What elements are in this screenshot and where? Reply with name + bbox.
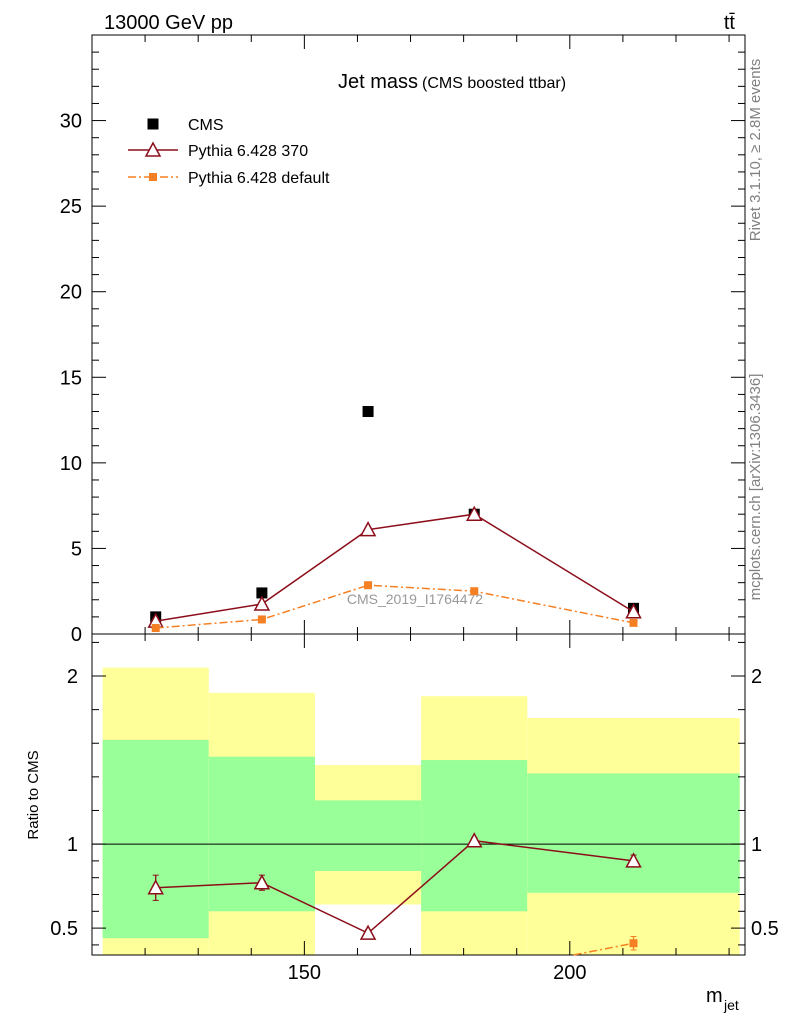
mcplots-label: mcplots.cern.ch [arXiv:1306.3436] — [747, 374, 764, 601]
analysis-watermark: CMS_2019_I1764472 — [347, 591, 483, 607]
ratio-y-tick-label: 1 — [67, 834, 78, 856]
main-y-tick-label: 25 — [60, 196, 82, 218]
legend-label-1: Pythia 6.428 370 — [188, 143, 308, 160]
data-point-1-1 — [253, 595, 271, 611]
uncertainty-band-green-4 — [527, 773, 740, 893]
ratio-y-tick-label-right: 0.5 — [751, 918, 779, 940]
uncertainty-band-green-2 — [314, 800, 422, 871]
data-point-0-2 — [362, 406, 374, 418]
ratio-plot-panel: 150 200 0.5 0.5 1 1 2 2 Ratio to CMS m jet — [25, 633, 779, 1013]
rivet-version-label: Rivet 3.1.10, ≥ 2.8M events — [747, 59, 764, 242]
ratio-y-tick-label: 2 — [67, 666, 78, 688]
legend-label-0: CMS — [188, 117, 224, 134]
x-axis-label: m — [706, 985, 723, 1007]
ratio-point-0-0 — [147, 879, 164, 895]
ratio-point-0-2 — [359, 924, 377, 940]
uncertainty-band-green-0 — [102, 739, 209, 939]
ratio-plot-frame — [91, 633, 746, 956]
ratio-y-tick-label-right: 1 — [751, 834, 762, 856]
ratio-point-0-1 — [253, 874, 271, 890]
legend-marker-1 — [144, 141, 162, 157]
legend-label-2: Pythia 6.428 default — [188, 170, 330, 187]
main-y-tick-label: 15 — [60, 367, 82, 389]
process-label: tt̄ — [724, 12, 736, 34]
data-point-2-2 — [364, 581, 373, 590]
main-y-tick-label: 30 — [60, 111, 82, 133]
main-y-tick-label: 5 — [71, 538, 82, 560]
data-point-0-1 — [256, 587, 268, 599]
series-line-2 — [155, 584, 634, 629]
ratio-y-tick-label-right: 2 — [751, 666, 762, 688]
legend-marker-0 — [147, 118, 159, 130]
ratio-y-tick-label: 0.5 — [50, 918, 78, 940]
x-axis-label-sub: jet — [723, 997, 739, 1013]
chart-title: Jet mass — [338, 71, 418, 93]
main-y-tick-label: 0 — [71, 624, 82, 646]
data-point-1-4 — [625, 603, 642, 619]
ratio-x-tick-label: 150 — [288, 962, 321, 984]
data-point-2-1 — [257, 615, 266, 624]
data-point-1-2 — [359, 521, 377, 537]
data-point-2-4 — [629, 618, 638, 627]
ratio-point-1-0 — [629, 939, 638, 948]
legend-marker-2 — [149, 173, 157, 181]
main-y-tick-label: 20 — [60, 282, 82, 304]
main-y-tick-label: 10 — [60, 453, 82, 475]
ratio-point-0-4 — [625, 852, 642, 868]
energy-label: 13000 GeV pp — [104, 12, 233, 34]
ratio-point-0-3 — [465, 832, 483, 848]
data-point-2-0 — [151, 624, 160, 633]
data-point-1-3 — [465, 505, 483, 521]
data-point-2-3 — [470, 587, 479, 596]
main-plot-panel: 0 5 10 15 20 25 30 Jet mass (CMS boosted ttbar) C… — [60, 34, 746, 646]
ratio-y-axis-label: Ratio to CMS — [25, 750, 42, 839]
ratio-x-tick-label: 200 — [553, 962, 586, 984]
chart-subtitle: (CMS boosted ttbar) — [422, 75, 566, 92]
ratio-line-1 — [573, 942, 634, 956]
